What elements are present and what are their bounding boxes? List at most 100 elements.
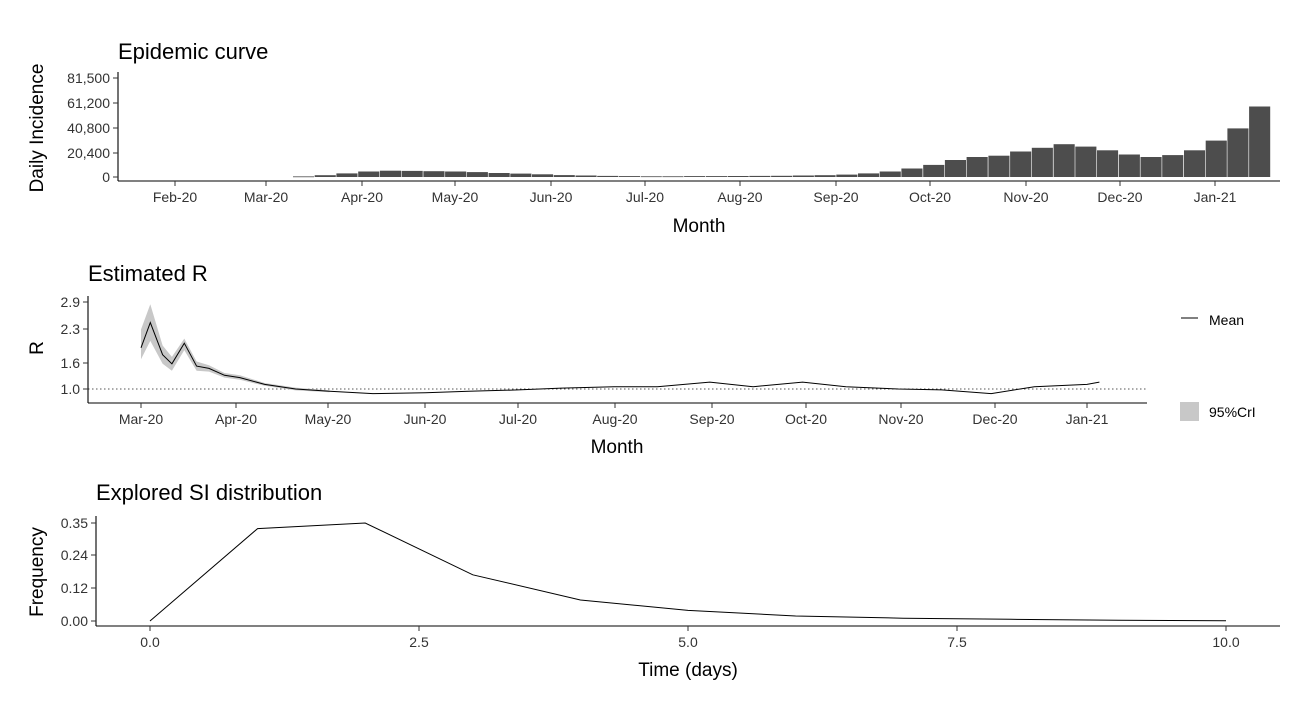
incidence-bar [1010, 151, 1032, 177]
y-tick-label: 0.12 [61, 580, 88, 596]
y-tick-label: 2.9 [61, 294, 81, 310]
incidence-bar [1140, 157, 1162, 177]
incidence-bar [727, 176, 749, 177]
incidence-bar [488, 173, 510, 177]
estimated-r-panel: Estimated R R Month 1.0 1.6 2.3 2.9 [27, 261, 1256, 458]
x-tick-label: 7.5 [947, 634, 967, 650]
incidence-bar [705, 176, 727, 177]
incidence-bar [1118, 154, 1140, 177]
legend-mean-label: Mean [1209, 312, 1244, 328]
incidence-bar [814, 175, 836, 177]
epidemic-curve-panel: Epidemic curve Daily Incidence Month 0 2… [27, 39, 1280, 237]
x-tick-label: Aug-20 [717, 189, 762, 205]
x-tick-label: Jul-20 [626, 189, 664, 205]
x-tick-label: Nov-20 [1003, 189, 1048, 205]
epidemic-curve-x-ticks: Feb-20 Mar-20 Apr-20 May-20 Jun-20 Jul-2… [153, 181, 1237, 205]
si-distribution-panel: Explored SI distribution Frequency Time … [27, 480, 1280, 681]
y-tick-label: 0.35 [61, 515, 88, 531]
incidence-bar [684, 176, 706, 177]
x-tick-label: May-20 [305, 411, 352, 427]
incidence-bar [1075, 146, 1097, 177]
estimated-r-x-ticks: Mar-20 Apr-20 May-20 Jun-20 Jul-20 Aug-2… [119, 403, 1109, 427]
incidence-bar [553, 175, 575, 177]
estimated-r-title: Estimated R [88, 261, 208, 286]
r-mean-line [140, 321, 1100, 395]
x-tick-label: Jul-20 [499, 411, 537, 427]
x-tick-label: Aug-20 [592, 411, 637, 427]
x-tick-label: Apr-20 [341, 189, 383, 205]
x-tick-label: Sep-20 [689, 411, 734, 427]
y-tick-label: 40,800 [67, 120, 110, 136]
estimated-r-legend: Mean 95%CrI [1180, 312, 1256, 421]
incidence-bar [466, 172, 488, 177]
incidence-bar [314, 175, 336, 177]
x-tick-label: Feb-20 [153, 189, 198, 205]
incidence-bar [379, 170, 401, 177]
x-tick-label: May-20 [432, 189, 479, 205]
si-distribution-x-ticks: 0.0 2.5 5.0 7.5 10.0 [140, 626, 1240, 650]
estimated-r-y-ticks: 1.0 1.6 2.3 2.9 [61, 294, 88, 397]
x-tick-label: Dec-20 [972, 411, 1017, 427]
x-tick-label: Oct-20 [909, 189, 951, 205]
si-distribution-xlabel: Time (days) [638, 660, 738, 681]
x-tick-label: Mar-20 [119, 411, 164, 427]
incidence-bar [293, 176, 315, 178]
estimated-r-ylabel: R [27, 341, 48, 355]
incidence-bar [1162, 155, 1184, 177]
x-tick-label: Apr-20 [215, 411, 257, 427]
incidence-bar [836, 174, 858, 177]
incidence-bar [1053, 144, 1075, 177]
epidemic-curve-ylabel: Daily Incidence [27, 64, 48, 193]
legend-cri-label: 95%CrI [1209, 404, 1256, 420]
y-tick-label: 0.24 [61, 547, 88, 563]
r-credible-interval-band [141, 304, 330, 393]
incidence-bar [879, 171, 901, 177]
x-tick-label: 10.0 [1212, 634, 1239, 650]
y-tick-label: 0 [102, 169, 110, 185]
y-tick-label: 1.6 [61, 355, 81, 371]
incidence-bar [401, 170, 423, 177]
y-tick-label: 2.3 [61, 321, 81, 337]
x-tick-label: Mar-20 [244, 189, 289, 205]
x-tick-label: Dec-20 [1097, 189, 1142, 205]
y-tick-label: 20,400 [67, 145, 110, 161]
incidence-bar [749, 175, 771, 177]
y-tick-label: 81,500 [67, 70, 110, 86]
y-tick-label: 0.00 [61, 613, 88, 629]
incidence-bar [423, 171, 445, 177]
x-tick-label: Sep-20 [813, 189, 858, 205]
incidence-bar [944, 160, 966, 177]
incidence-bar [1205, 140, 1227, 177]
x-tick-label: Jan-21 [1194, 189, 1237, 205]
x-tick-label: Oct-20 [785, 411, 827, 427]
incidence-bar [1227, 128, 1249, 177]
incidence-bar [618, 176, 640, 177]
incidence-bar [858, 173, 880, 177]
y-tick-label: 61,200 [67, 95, 110, 111]
epidemic-curve-y-ticks: 0 20,400 40,800 61,200 81,500 [67, 70, 118, 185]
incidence-bar [532, 174, 554, 177]
incidence-bar [966, 157, 988, 177]
y-tick-label: 1.0 [61, 381, 81, 397]
x-tick-label: 0.0 [140, 634, 160, 650]
incidence-bar [662, 176, 684, 178]
incidence-bar [445, 171, 467, 177]
incidence-bar [1097, 150, 1119, 177]
x-tick-label: Jun-20 [404, 411, 447, 427]
incidence-bar [1184, 150, 1206, 177]
incidence-bar [597, 175, 619, 177]
incidence-bar [901, 168, 923, 177]
x-tick-label: Nov-20 [878, 411, 923, 427]
si-distribution-ylabel: Frequency [27, 527, 48, 617]
epidemic-curve-xlabel: Month [673, 216, 726, 237]
incidence-bar [988, 155, 1010, 177]
incidence-bar [1249, 106, 1271, 177]
epidemic-curve-bars [293, 106, 1271, 178]
x-tick-label: Jan-21 [1066, 411, 1109, 427]
x-tick-label: Jun-20 [530, 189, 573, 205]
incidence-bar [336, 173, 358, 177]
incidence-bar [358, 171, 380, 177]
incidence-bar [1031, 147, 1053, 177]
estimated-r-xlabel: Month [591, 437, 644, 458]
